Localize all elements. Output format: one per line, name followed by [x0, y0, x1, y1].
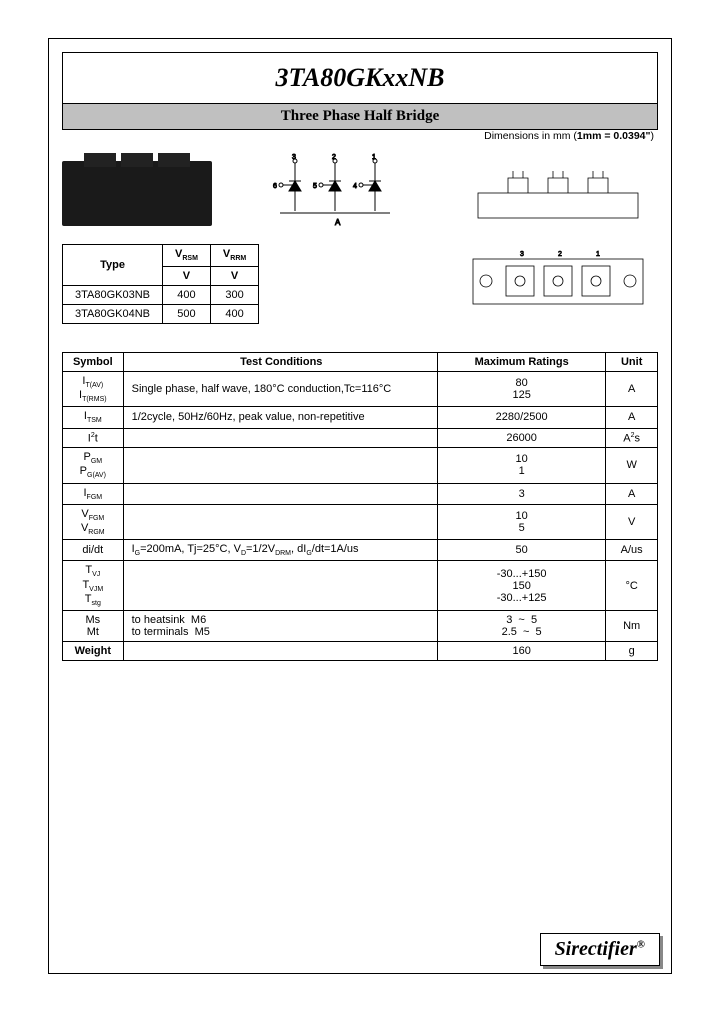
- cell: g: [606, 641, 658, 660]
- dimensions-note: Dimensions in mm (1mm = 0.0394"): [484, 130, 654, 142]
- cell: A: [606, 372, 658, 407]
- table-row: 3TA80GK03NB 400 300: [63, 285, 259, 304]
- svg-text:2: 2: [558, 251, 562, 258]
- cell: [123, 561, 437, 611]
- cell: IG=200mA, Tj=25°C, VD=1/2VDRM, dIG/dt=1A…: [123, 540, 437, 561]
- table-row: MsMt to heatsink M6to terminals M5 3 ~ 5…: [63, 610, 658, 641]
- cell: Single phase, half wave, 180°C conductio…: [123, 372, 437, 407]
- part-number: 3TA80GKxxNB: [63, 59, 657, 103]
- svg-text:5: 5: [313, 183, 317, 190]
- cell: MsMt: [63, 610, 124, 641]
- unit-v: V: [163, 266, 211, 285]
- cell: VFGMVRGM: [63, 504, 124, 539]
- product-photo: [62, 161, 212, 226]
- table-row: Weight 160 g: [63, 641, 658, 660]
- table-row: I2t 26000 A2s: [63, 428, 658, 448]
- table-row: Symbol Test Conditions Maximum Ratings U…: [63, 353, 658, 372]
- cell: 50: [437, 540, 605, 561]
- side-drawing: [458, 153, 658, 233]
- cell: 101: [437, 448, 605, 483]
- cell: 160: [437, 641, 605, 660]
- figures-row: A 3 6 2 5 1 4: [62, 154, 658, 232]
- cell: di/dt: [63, 540, 124, 561]
- table-row: IT(AV)IT(RMS) Single phase, half wave, 1…: [63, 372, 658, 407]
- cell: [123, 448, 437, 483]
- col-header-type: Type: [63, 245, 163, 286]
- cell: 3: [437, 483, 605, 504]
- table-row: di/dt IG=200mA, Tj=25°C, VD=1/2VDRM, dIG…: [63, 540, 658, 561]
- cell: 300: [210, 285, 258, 304]
- cell: ITSM: [63, 407, 124, 428]
- svg-text:1: 1: [596, 251, 600, 258]
- cell: A: [606, 483, 658, 504]
- cell: I2t: [63, 428, 124, 448]
- cell: Nm: [606, 610, 658, 641]
- cell: 400: [210, 304, 258, 323]
- cell: PGMPG(AV): [63, 448, 124, 483]
- cell: Weight: [63, 641, 124, 660]
- cell: TVJTVJMTstg: [63, 561, 124, 611]
- svg-text:3: 3: [520, 251, 524, 258]
- cell: A/us: [606, 540, 658, 561]
- cell: [123, 504, 437, 539]
- svg-text:2: 2: [332, 154, 336, 161]
- col-header-symbol: Symbol: [63, 353, 124, 372]
- logo-text: Sirectifier: [555, 938, 637, 960]
- cell: 3TA80GK04NB: [63, 304, 163, 323]
- cell: [123, 428, 437, 448]
- cell: 400: [163, 285, 211, 304]
- top-drawing: 3 2 1: [458, 244, 658, 324]
- cell: [123, 483, 437, 504]
- col-header-unit: Unit: [606, 353, 658, 372]
- cell: -30...+150150-30...+125: [437, 561, 605, 611]
- cell: IT(AV)IT(RMS): [63, 372, 124, 407]
- table-row: PGMPG(AV) 101 W: [63, 448, 658, 483]
- table-row: Type VRSM VRRM: [63, 245, 259, 267]
- cell: 26000: [437, 428, 605, 448]
- svg-text:A: A: [335, 218, 341, 227]
- svg-text:4: 4: [353, 183, 357, 190]
- table-row: ITSM 1/2cycle, 50Hz/60Hz, peak value, no…: [63, 407, 658, 428]
- table-row: VFGMVRGM 105 V: [63, 504, 658, 539]
- cell: A: [606, 407, 658, 428]
- cell: 500: [163, 304, 211, 323]
- table-row: TVJTVJMTstg -30...+150150-30...+125 °C: [63, 561, 658, 611]
- col-header-conditions: Test Conditions: [123, 353, 437, 372]
- cell: 2280/2500: [437, 407, 605, 428]
- cell: 105: [437, 504, 605, 539]
- cell: °C: [606, 561, 658, 611]
- cell: 80125: [437, 372, 605, 407]
- cell: 3 ~ 52.5 ~ 5: [437, 610, 605, 641]
- cell: 1/2cycle, 50Hz/60Hz, peak value, non-rep…: [123, 407, 437, 428]
- cell: [123, 641, 437, 660]
- circuit-schematic: A 3 6 2 5 1 4: [260, 153, 410, 233]
- cell: A2s: [606, 428, 658, 448]
- ratings-table: Symbol Test Conditions Maximum Ratings U…: [62, 352, 658, 661]
- svg-text:6: 6: [273, 183, 277, 190]
- cell: 3TA80GK03NB: [63, 285, 163, 304]
- type-table: Type VRSM VRRM VV 3TA80GK03NB 400 300 3T…: [62, 244, 259, 324]
- col-header-ratings: Maximum Ratings: [437, 353, 605, 372]
- cell: IFGM: [63, 483, 124, 504]
- table-row: 3TA80GK04NB 500 400: [63, 304, 259, 323]
- unit-v: V: [210, 266, 258, 285]
- registered-mark: ®: [637, 938, 645, 950]
- col-header-vrrm: VRRM: [210, 245, 258, 267]
- col-header-vrsm: VRSM: [163, 245, 211, 267]
- title-box: 3TA80GKxxNB Three Phase Half Bridge: [62, 52, 658, 130]
- subtitle: Three Phase Half Bridge: [63, 103, 657, 129]
- brand-logo: Sirectifier®: [540, 933, 660, 966]
- content-area: 3TA80GKxxNB Three Phase Half Bridge Dime…: [48, 38, 672, 675]
- cell: V: [606, 504, 658, 539]
- lower-figures-row: Type VRSM VRRM VV 3TA80GK03NB 400 300 3T…: [62, 244, 658, 324]
- svg-text:3: 3: [292, 154, 296, 161]
- cell: to heatsink M6to terminals M5: [123, 610, 437, 641]
- table-row: IFGM 3 A: [63, 483, 658, 504]
- cell: W: [606, 448, 658, 483]
- svg-text:1: 1: [372, 154, 376, 161]
